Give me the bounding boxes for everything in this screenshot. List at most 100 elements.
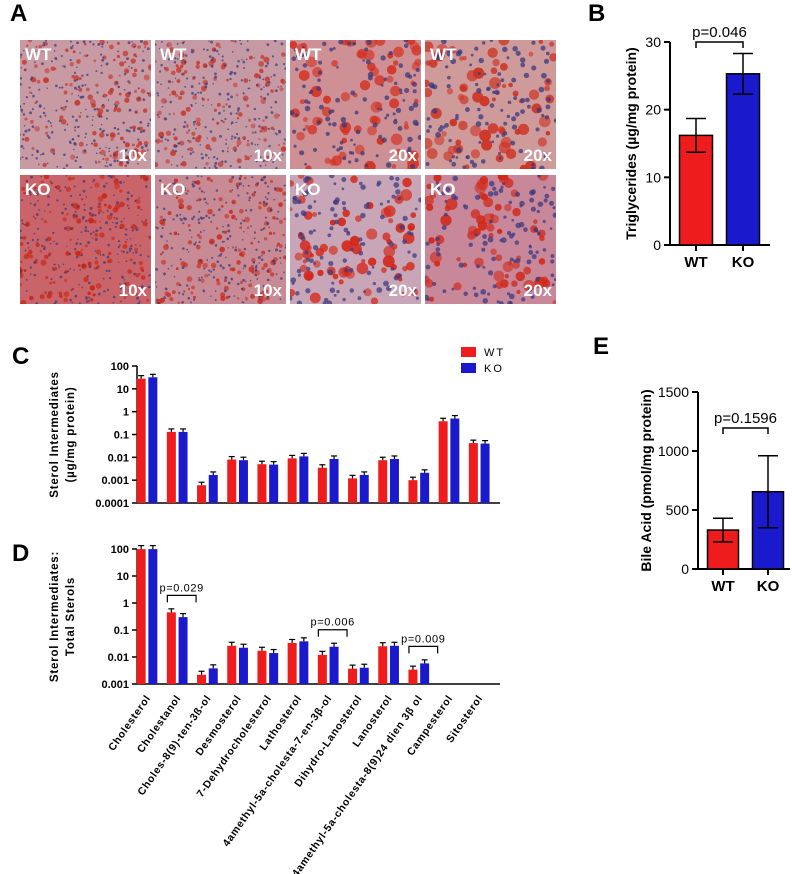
nucleus [487, 292, 491, 296]
nucleus [300, 210, 307, 216]
nucleus [180, 52, 183, 55]
nucleus [54, 84, 58, 88]
nucleus [119, 283, 121, 285]
lipid-droplet [426, 183, 432, 190]
nucleus [331, 281, 335, 285]
lipid-droplet [70, 92, 74, 95]
bar-ko [420, 472, 430, 503]
nucleus [116, 150, 119, 153]
nucleus [436, 252, 441, 257]
genotype-label: KO [160, 180, 186, 199]
lipid-droplet [261, 296, 267, 302]
nucleus [463, 204, 469, 210]
lipid-droplet [239, 226, 243, 230]
lipid-droplet [398, 277, 403, 282]
lipid-droplet [71, 177, 75, 181]
nucleus [95, 257, 98, 260]
nucleus [208, 55, 212, 58]
bar-ko [269, 653, 279, 684]
nucleus [543, 58, 550, 64]
lipid-droplet [92, 130, 97, 136]
nucleus [536, 209, 540, 214]
nucleus [194, 93, 197, 96]
nucleus [441, 225, 447, 231]
nucleus [496, 83, 500, 87]
bar-ko [148, 549, 158, 684]
nucleus [207, 157, 210, 159]
nucleus [395, 189, 401, 195]
nucleus [238, 176, 242, 180]
lipid-droplet [163, 244, 169, 250]
nucleus [181, 184, 184, 187]
lipid-droplet [142, 108, 148, 113]
nucleus [246, 192, 249, 195]
lipid-droplet [258, 201, 262, 205]
nucleus [146, 92, 149, 95]
lipid-droplet [63, 90, 68, 95]
lipid-droplet [479, 175, 489, 185]
lipid-droplet [216, 121, 220, 125]
nucleus [90, 186, 92, 189]
nucleus [97, 42, 101, 46]
nucleus [64, 105, 67, 108]
lipid-droplet [140, 275, 146, 280]
nucleus [550, 254, 555, 258]
nucleus [220, 119, 223, 122]
bar-wt [136, 378, 146, 503]
lipid-droplet [263, 56, 270, 63]
lipid-droplet [162, 184, 168, 190]
lipid-droplet [290, 288, 296, 297]
nucleus [156, 113, 159, 116]
nucleus [98, 115, 102, 118]
lipid-droplet [133, 68, 138, 73]
lipid-droplet [159, 215, 163, 219]
nucleus [230, 95, 233, 99]
nucleus [128, 151, 131, 154]
lipid-droplet [481, 139, 493, 151]
nucleus [98, 202, 101, 206]
bar-wt [197, 674, 207, 684]
nucleus [119, 287, 123, 290]
nucleus [255, 264, 258, 267]
lipid-droplet [164, 147, 168, 151]
nucleus [542, 248, 547, 252]
nucleus [25, 157, 28, 160]
lipid-droplet [402, 177, 412, 188]
nucleus [123, 217, 125, 220]
nucleus [413, 73, 416, 77]
nucleus [198, 278, 201, 282]
nucleus [256, 182, 259, 185]
tissue-image [20, 40, 151, 169]
nucleus [36, 238, 40, 241]
lipid-droplet [264, 289, 269, 293]
nucleus [120, 300, 122, 303]
nucleus [211, 65, 214, 68]
nucleus [75, 156, 79, 159]
lipid-droplet [355, 215, 362, 223]
nucleus [24, 249, 27, 252]
lipid-droplet [241, 254, 245, 258]
nucleus [462, 165, 466, 169]
nucleus [553, 278, 556, 282]
lipid-droplet [187, 287, 191, 291]
nucleus [102, 95, 105, 98]
lipid-droplet [382, 232, 391, 241]
lipid-droplet [552, 300, 556, 304]
nucleus [126, 175, 129, 178]
nucleus [219, 134, 222, 138]
nucleus [213, 165, 217, 168]
lipid-droplet [97, 160, 101, 164]
nucleus [47, 120, 50, 123]
nucleus [102, 103, 105, 107]
nucleus [38, 163, 40, 166]
nucleus [77, 125, 80, 129]
lipid-droplet [492, 58, 500, 67]
nucleus [105, 146, 107, 149]
nucleus [200, 217, 204, 220]
nucleus [340, 116, 347, 123]
lipid-droplet [322, 95, 332, 104]
nucleus [33, 261, 36, 264]
lipid-droplet [24, 117, 28, 121]
nucleus [245, 125, 248, 128]
nucleus [248, 199, 251, 202]
